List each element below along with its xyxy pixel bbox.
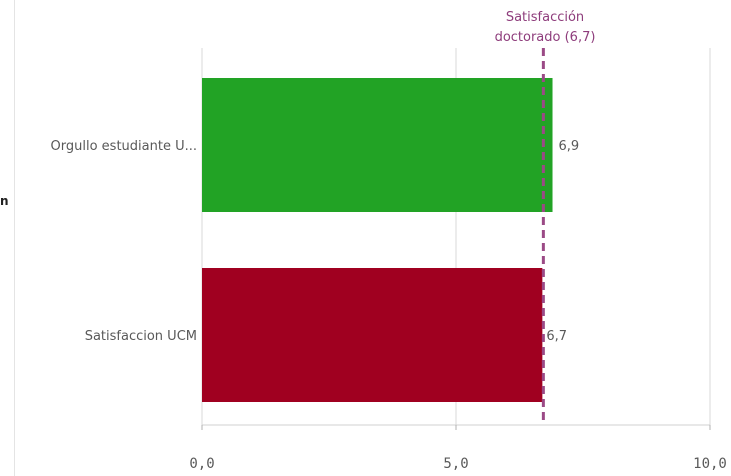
truncated-side-label: n	[0, 194, 9, 208]
panel-edge	[14, 0, 15, 476]
x-tick-label-0: 0,0	[189, 456, 214, 472]
bars	[202, 78, 553, 402]
value-label-0: 6,9	[559, 139, 580, 154]
reference-label-line2: doctorado (6,7)	[495, 30, 596, 45]
reference-line-group: Satisfacción doctorado (6,7)	[495, 10, 596, 425]
reference-label-line1: Satisfacción	[506, 10, 584, 25]
category-label-0: Orgullo estudiante U...	[51, 139, 197, 154]
labels: Orgullo estudiante U... 6,9 Satisfaccion U…	[51, 139, 580, 344]
x-tick-label-2: 10,0	[693, 456, 727, 472]
category-label-1: Satisfaccion UCM	[85, 329, 197, 344]
bar-0	[202, 78, 553, 212]
x-tick-label-1: 5,0	[443, 456, 468, 472]
x-axis: 0,0 5,0 10,0	[189, 424, 727, 472]
bar-1	[202, 268, 543, 402]
value-label-1: 6,7	[546, 329, 567, 344]
